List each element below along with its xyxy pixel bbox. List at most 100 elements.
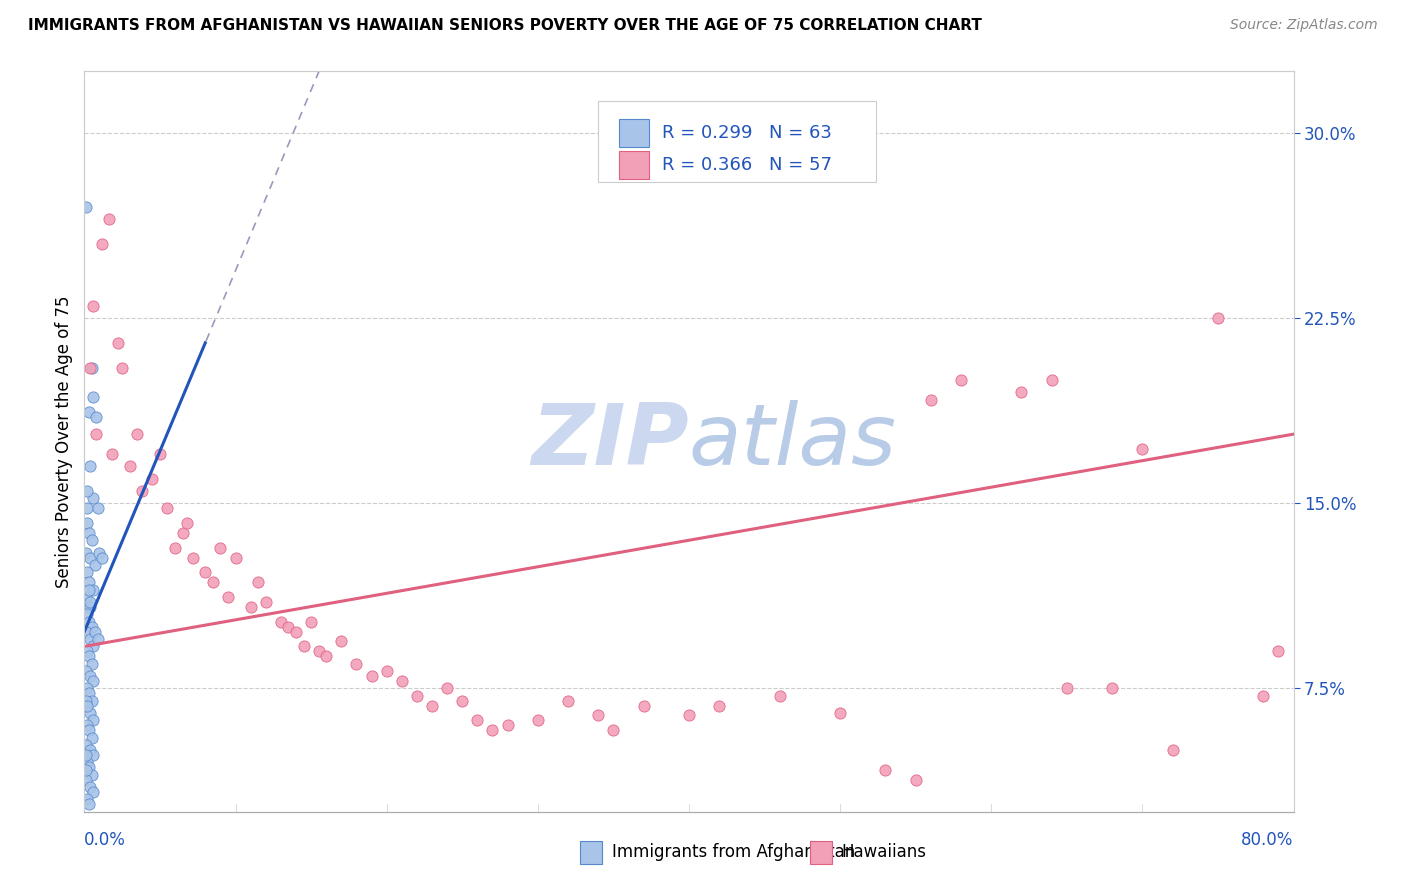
Text: 0.0%: 0.0% [84,831,127,849]
Point [82,673,104,688]
Point [82,582,104,597]
Point [1040,373,1063,387]
Point [1011,385,1033,400]
Point [79,632,101,646]
Point [84,558,107,572]
Point [76,698,98,713]
Point [201,575,224,590]
Point [330,634,353,648]
Point [360,669,382,683]
Point [77,797,100,812]
FancyBboxPatch shape [581,841,602,863]
Point [904,772,927,787]
Point [80,533,103,548]
Point [1056,681,1078,696]
Point [315,649,337,664]
Point [451,694,474,708]
Point [436,681,458,696]
Text: ZIP: ZIP [531,400,689,483]
Point [80,694,103,708]
Point [80,360,103,375]
Point [76,792,98,806]
Point [209,541,232,555]
Point [100,447,122,461]
Point [87,501,110,516]
Y-axis label: Seniors Poverty Over the Age of 75: Seniors Poverty Over the Age of 75 [55,295,73,588]
Point [285,624,308,639]
Point [77,405,100,419]
Point [1130,442,1153,456]
Point [76,644,98,658]
Point [75,698,97,713]
Text: N = 63: N = 63 [769,124,831,142]
Point [76,501,98,516]
Point [375,664,398,678]
Point [1206,311,1229,326]
Point [82,785,104,799]
Point [79,595,101,609]
Point [91,237,114,252]
Point [299,615,322,629]
Point [391,673,413,688]
Point [76,516,98,530]
Point [557,694,579,708]
Point [75,590,97,604]
Point [194,566,217,580]
Point [89,545,111,560]
Point [79,743,101,757]
Point [1253,689,1275,703]
Point [950,373,973,387]
Point [82,714,104,728]
Point [75,747,97,762]
Point [75,763,97,777]
Point [80,657,103,671]
Point [633,698,655,713]
Point [420,698,443,713]
Point [82,747,104,762]
Point [91,550,114,565]
Point [75,200,97,214]
Text: Immigrants from Afghanistan: Immigrants from Afghanistan [612,844,855,862]
Point [225,550,247,565]
Point [80,619,103,633]
Text: 80.0%: 80.0% [1241,831,1294,849]
Point [131,483,153,498]
Point [82,390,104,404]
Point [111,360,134,375]
Point [82,491,104,506]
Point [709,698,731,713]
Point [86,409,108,424]
Point [79,459,101,474]
FancyBboxPatch shape [619,152,650,179]
Point [181,550,204,565]
Point [292,640,315,654]
Point [270,615,292,629]
Point [79,599,101,614]
Point [308,644,330,658]
Point [254,595,277,609]
Point [920,392,942,407]
Point [77,649,100,664]
Point [172,525,194,540]
Point [156,501,179,516]
Point [75,772,97,787]
Point [678,708,700,723]
FancyBboxPatch shape [810,841,831,863]
Point [346,657,368,671]
Point [80,731,103,745]
Point [406,689,429,703]
Point [1267,644,1289,658]
Point [79,360,101,375]
Point [141,471,163,485]
Point [75,624,97,639]
Point [76,566,98,580]
Point [76,756,98,770]
Point [107,335,129,350]
Point [77,686,100,700]
Point [86,427,108,442]
Point [247,575,270,590]
Point [77,760,100,774]
Point [75,694,97,708]
Point [75,545,97,560]
Text: Source: ZipAtlas.com: Source: ZipAtlas.com [1230,18,1378,32]
